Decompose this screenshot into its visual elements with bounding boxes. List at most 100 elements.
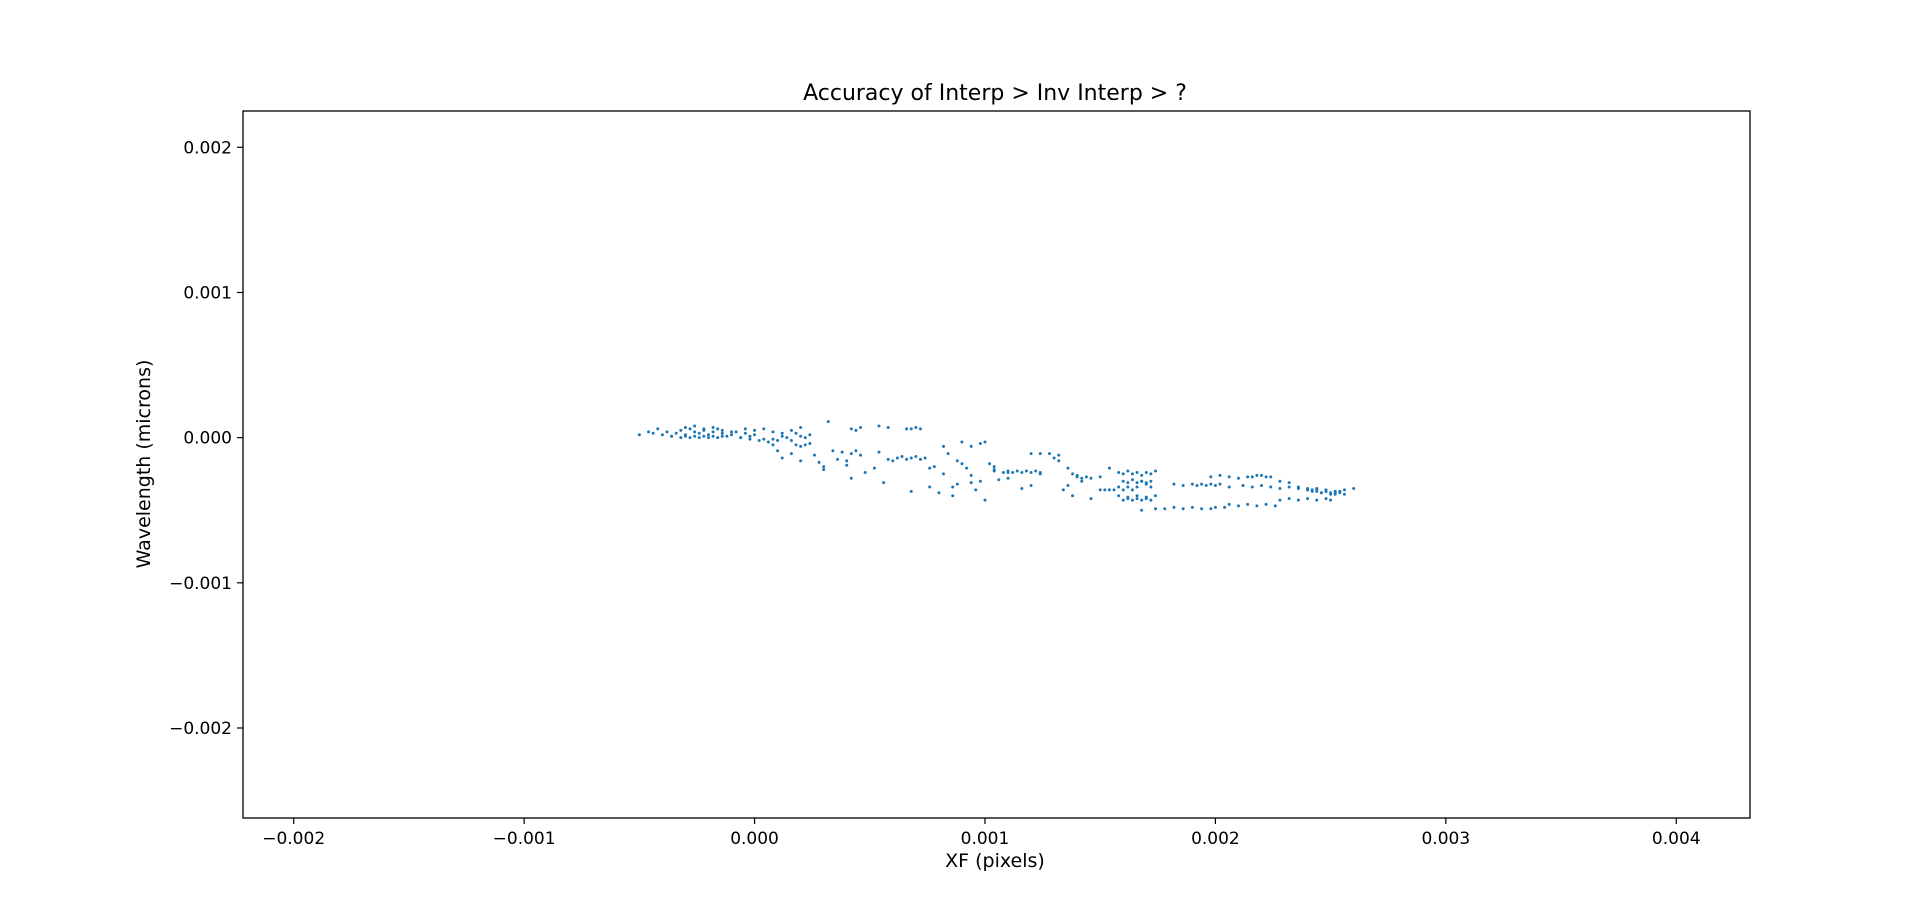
data-point bbox=[1126, 481, 1130, 485]
data-point bbox=[1034, 469, 1038, 473]
data-point bbox=[1255, 473, 1259, 477]
y-axis-ticks: 0.002 0.001 0.000 −0.001 −0.002 bbox=[169, 138, 243, 739]
data-point bbox=[997, 478, 1001, 482]
data-point bbox=[1250, 485, 1254, 489]
data-point bbox=[1163, 507, 1167, 511]
data-point bbox=[1144, 497, 1148, 501]
data-point bbox=[1071, 494, 1075, 498]
data-point bbox=[826, 420, 830, 424]
data-point bbox=[1144, 481, 1148, 485]
data-point bbox=[1144, 470, 1148, 474]
data-point bbox=[1181, 484, 1185, 488]
data-point bbox=[1140, 508, 1144, 512]
data-point bbox=[1278, 486, 1282, 490]
data-point bbox=[1084, 475, 1088, 479]
data-point bbox=[923, 456, 927, 460]
data-point bbox=[978, 441, 982, 445]
data-point bbox=[1218, 473, 1222, 477]
data-point bbox=[969, 481, 973, 485]
data-point bbox=[1149, 472, 1153, 476]
data-point bbox=[1135, 497, 1139, 501]
data-point bbox=[706, 433, 710, 437]
data-point bbox=[859, 425, 863, 429]
data-point bbox=[683, 425, 687, 429]
data-point bbox=[942, 444, 946, 448]
data-point bbox=[909, 456, 913, 460]
data-point bbox=[1241, 484, 1245, 488]
data-point bbox=[946, 452, 950, 456]
data-point bbox=[771, 443, 775, 447]
data-point bbox=[1181, 507, 1185, 511]
data-point bbox=[859, 453, 863, 457]
data-point bbox=[845, 459, 849, 463]
data-point bbox=[1140, 473, 1144, 477]
data-point bbox=[1130, 488, 1134, 492]
data-point bbox=[1278, 498, 1282, 502]
data-point bbox=[1121, 498, 1125, 502]
data-point bbox=[1071, 472, 1075, 476]
data-point bbox=[1209, 507, 1213, 511]
data-point bbox=[955, 459, 959, 463]
data-point bbox=[1020, 486, 1024, 490]
data-point bbox=[1135, 494, 1139, 498]
data-point bbox=[1135, 470, 1139, 474]
data-point bbox=[1172, 505, 1176, 509]
data-point bbox=[1153, 494, 1157, 498]
data-point bbox=[1287, 497, 1291, 501]
data-point bbox=[978, 479, 982, 483]
data-point bbox=[1006, 476, 1010, 480]
data-point bbox=[1227, 475, 1231, 479]
data-point bbox=[720, 428, 724, 432]
data-point bbox=[748, 437, 752, 441]
data-point bbox=[794, 431, 798, 435]
data-point bbox=[895, 456, 899, 460]
data-point bbox=[637, 433, 641, 437]
data-point bbox=[1135, 485, 1139, 489]
data-point bbox=[1153, 507, 1157, 511]
data-point bbox=[1130, 472, 1134, 476]
data-point bbox=[1020, 470, 1024, 474]
data-point bbox=[836, 457, 840, 461]
data-point bbox=[1204, 484, 1208, 488]
data-point bbox=[886, 425, 890, 429]
data-point bbox=[1278, 479, 1282, 483]
data-point bbox=[789, 439, 793, 443]
data-point bbox=[909, 427, 913, 431]
data-point bbox=[1057, 453, 1061, 457]
data-point bbox=[1117, 470, 1121, 474]
data-point bbox=[1001, 470, 1005, 474]
data-point bbox=[1273, 504, 1277, 508]
data-point bbox=[656, 427, 660, 431]
data-point bbox=[918, 457, 922, 461]
data-point bbox=[780, 434, 784, 438]
data-point bbox=[1259, 484, 1263, 488]
x-axis-label: XF (pixels) bbox=[945, 850, 1045, 872]
x-tick-label: −0.002 bbox=[262, 829, 325, 849]
data-point bbox=[711, 434, 715, 438]
data-point bbox=[1246, 475, 1250, 479]
data-point bbox=[1324, 489, 1328, 493]
data-point bbox=[849, 427, 853, 431]
data-point bbox=[688, 427, 692, 431]
data-point bbox=[1117, 485, 1121, 489]
data-point bbox=[1264, 502, 1268, 506]
data-point bbox=[757, 439, 761, 443]
data-point bbox=[1047, 452, 1051, 456]
data-point bbox=[1352, 486, 1356, 490]
data-point bbox=[679, 428, 683, 432]
data-point bbox=[1011, 470, 1015, 474]
data-point bbox=[660, 433, 664, 437]
data-point bbox=[780, 456, 784, 460]
data-point bbox=[1061, 488, 1065, 492]
y-tick-label: −0.001 bbox=[169, 574, 232, 594]
data-point bbox=[1149, 498, 1153, 502]
data-point bbox=[1029, 470, 1033, 474]
data-point bbox=[951, 494, 955, 498]
data-point bbox=[1029, 484, 1033, 488]
data-point bbox=[1149, 479, 1153, 483]
data-point bbox=[1259, 473, 1263, 477]
data-point bbox=[969, 473, 973, 477]
data-point bbox=[1117, 494, 1121, 498]
data-point bbox=[1190, 482, 1194, 486]
axes-frame bbox=[242, 110, 1751, 819]
